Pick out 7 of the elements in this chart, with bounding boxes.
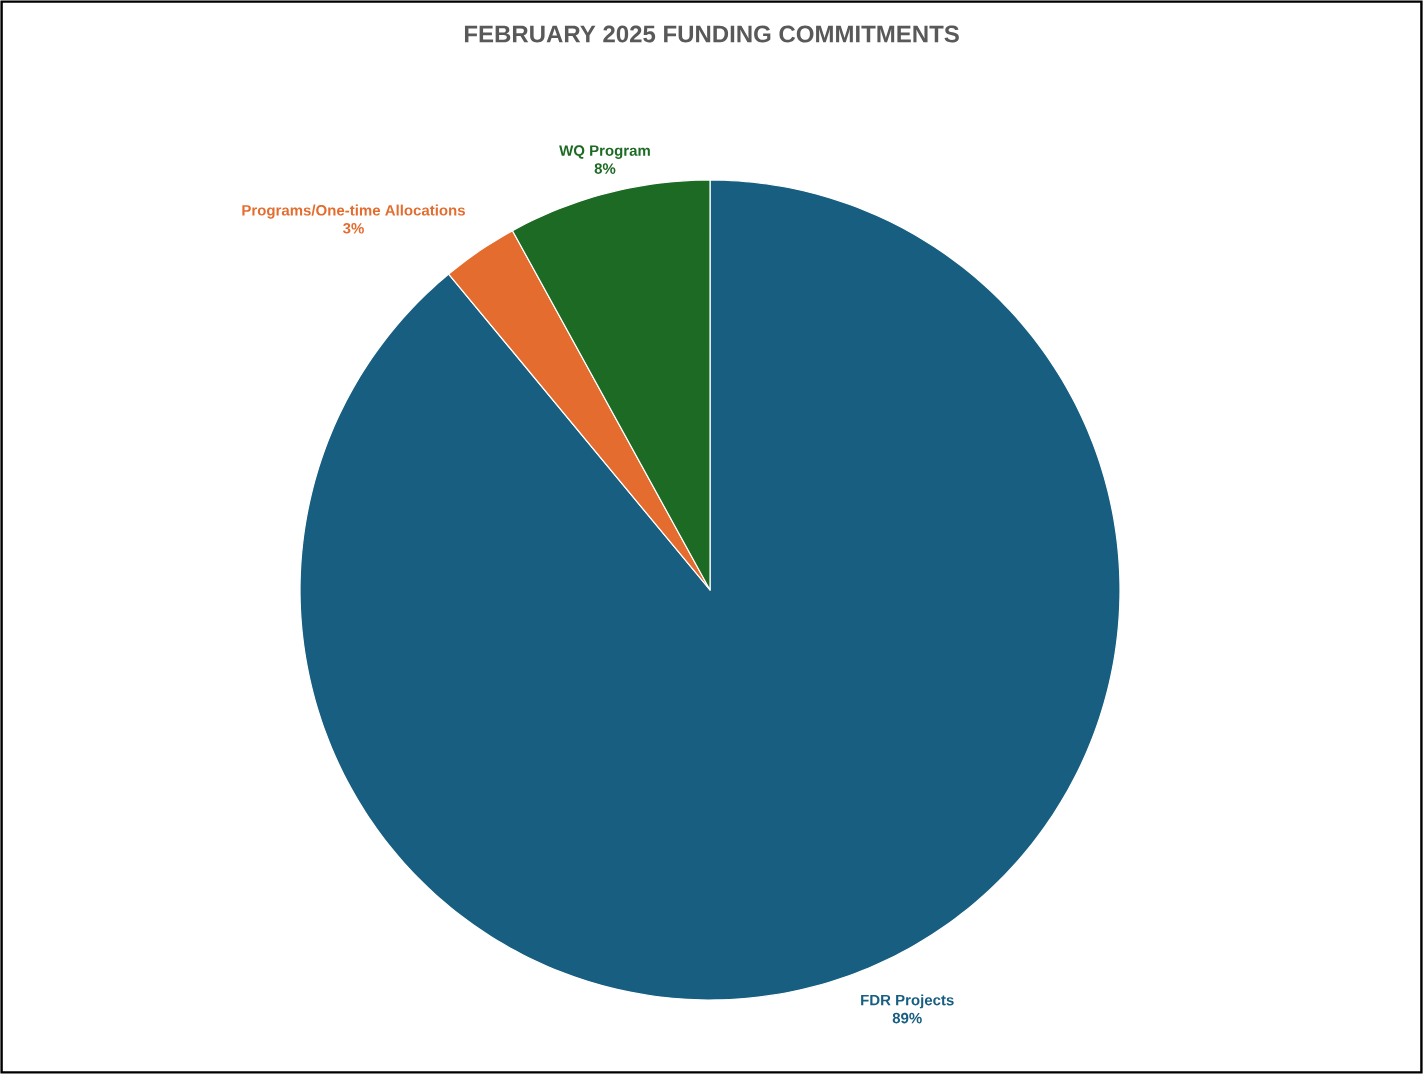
slice-label: Programs/One-time Allocations: [242, 204, 465, 219]
data-label: 3%: [342, 222, 364, 234]
data-label: 89%: [892, 1012, 922, 1024]
slice-label: FDR Projects: [861, 994, 954, 1009]
slice-label: WQ Program: [559, 145, 650, 159]
chart-title: FEBRUARY 2025 FUNDING COMMITMENTS: [464, 25, 959, 43]
data-label: 8%: [594, 163, 616, 174]
